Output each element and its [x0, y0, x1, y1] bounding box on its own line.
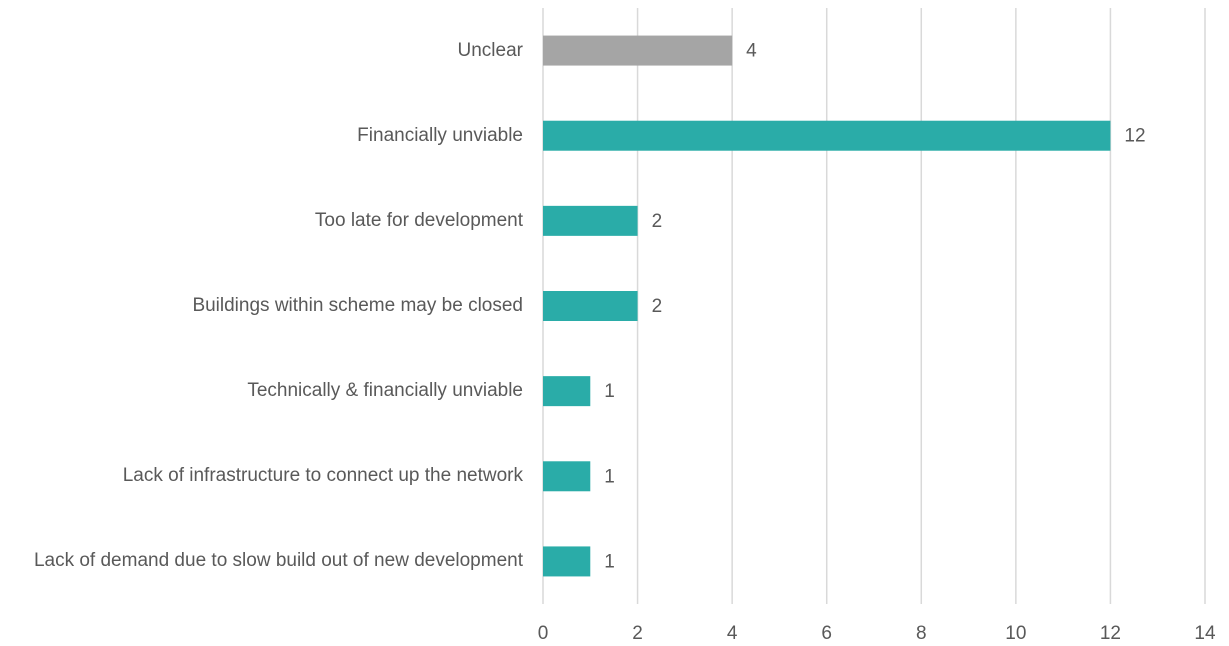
data-label: 4 [746, 41, 757, 62]
x-tick-label: 14 [1194, 623, 1216, 644]
category-label-box: Too late for development [0, 181, 523, 261]
x-tick-label: 6 [821, 623, 832, 644]
data-label: 1 [604, 381, 615, 402]
category-label-box: Unclear [0, 11, 523, 91]
category-label-box: Lack of infrastructure to connect up the… [0, 436, 523, 516]
data-label: 2 [652, 211, 663, 232]
bar [543, 376, 591, 407]
category-label-box: Lack of demand due to slow build out of … [0, 521, 523, 601]
category-label-box: Financially unviable [0, 96, 523, 176]
y-tick-label: Technically & financially unviable [247, 380, 523, 402]
y-tick-label: Too late for development [314, 209, 523, 231]
y-tick-label: Financially unviable [357, 124, 523, 146]
data-label: 1 [604, 466, 615, 487]
data-label: 1 [604, 551, 615, 572]
x-tick-label: 10 [1005, 623, 1026, 644]
category-label-box: Buildings within scheme may be closed [0, 266, 523, 346]
bar [543, 120, 1111, 151]
x-tick-label: 0 [538, 623, 549, 644]
y-tick-label: Buildings within scheme may be closed [192, 295, 523, 316]
y-tick-label: Lack of infrastructure to connect up the… [122, 465, 523, 487]
bar [543, 461, 591, 492]
bar [543, 35, 733, 66]
x-tick-label: 12 [1100, 623, 1121, 644]
x-tick-label: 4 [727, 623, 738, 644]
bar [543, 205, 638, 236]
category-label-box: Technically & financially unviable [0, 351, 523, 431]
x-tick-label: 2 [632, 623, 643, 644]
data-label: 2 [652, 296, 663, 317]
y-tick-label: Unclear [457, 39, 523, 61]
x-tick-label: 8 [916, 623, 927, 644]
data-label: 12 [1124, 126, 1145, 147]
y-tick-label: Lack of demand due to slow build out of … [33, 550, 523, 572]
bar [543, 291, 638, 321]
bar [543, 546, 591, 577]
